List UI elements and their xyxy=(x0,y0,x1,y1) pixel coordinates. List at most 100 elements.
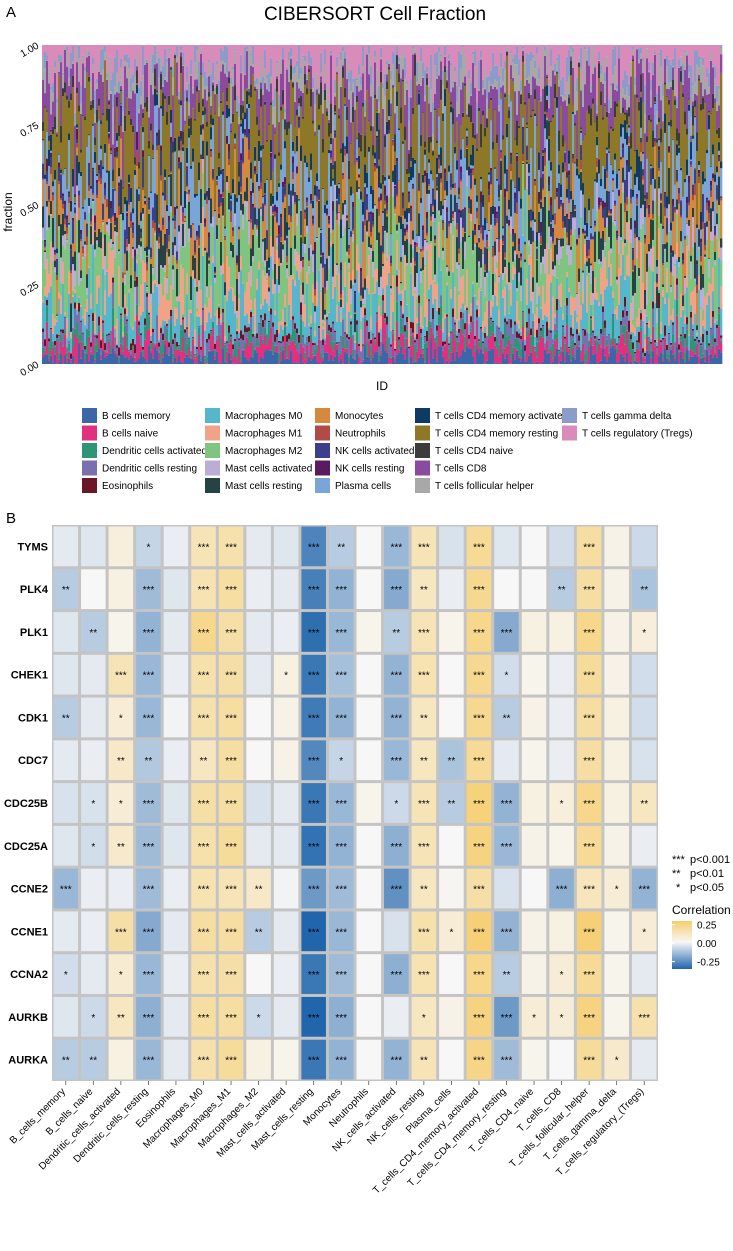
stacked-bar-segment xyxy=(426,45,429,67)
stacked-bar-segment xyxy=(112,144,115,170)
stacked-bar-segment xyxy=(312,219,315,224)
stacked-bar-segment xyxy=(432,332,435,335)
stacked-bar-segment xyxy=(406,346,409,364)
stacked-bar-segment xyxy=(74,196,77,203)
stacked-bar-segment xyxy=(230,336,233,338)
stacked-bar-segment xyxy=(190,75,193,119)
stacked-bar-segment xyxy=(144,102,147,108)
stacked-bar-segment xyxy=(320,358,323,364)
stacked-bar-segment xyxy=(140,284,143,316)
stacked-bar-segment xyxy=(78,45,81,46)
stacked-bar-segment xyxy=(462,269,465,270)
stacked-bar-segment xyxy=(460,45,463,54)
stacked-bar-segment xyxy=(478,347,481,354)
stacked-bar-segment xyxy=(110,91,113,94)
stacked-bar-segment xyxy=(328,223,331,225)
stacked-bar-segment xyxy=(306,167,309,198)
stacked-bar-segment xyxy=(176,57,179,63)
stacked-bar-segment xyxy=(404,256,407,290)
stacked-bar-segment xyxy=(362,306,365,318)
stacked-bar-segment xyxy=(416,339,419,349)
stacked-bar-segment xyxy=(474,50,477,67)
stacked-bar-segment xyxy=(280,321,283,326)
stacked-bar-segment xyxy=(142,112,145,118)
stacked-bar-segment xyxy=(494,255,497,274)
stacked-bar-segment xyxy=(314,253,317,290)
stacked-bar-segment xyxy=(330,354,333,364)
stacked-bar-segment xyxy=(368,146,371,152)
stacked-bar-segment xyxy=(338,352,341,356)
stacked-bar-segment xyxy=(84,219,87,242)
stacked-bar-segment xyxy=(172,245,175,256)
stacked-bar-segment xyxy=(182,131,185,145)
stacked-bar-segment xyxy=(342,51,345,66)
stacked-bar-segment xyxy=(160,105,163,109)
stacked-bar-segment xyxy=(248,271,251,324)
stacked-bar-segment xyxy=(270,57,273,78)
stacked-bar-segment xyxy=(84,116,87,121)
stacked-bar-segment xyxy=(244,47,247,75)
stacked-bar-segment xyxy=(308,357,311,364)
stacked-bar-segment xyxy=(374,208,377,270)
stacked-bar-segment xyxy=(296,252,299,271)
stacked-bar-segment xyxy=(250,178,253,191)
stacked-bar-segment xyxy=(154,88,157,106)
stacked-bar-segment xyxy=(480,327,483,329)
stacked-bar-segment xyxy=(266,141,269,180)
stacked-bar-segment xyxy=(116,345,119,348)
stacked-bar-segment xyxy=(132,233,135,239)
stacked-bar-segment xyxy=(114,147,117,158)
stacked-bar-segment xyxy=(42,56,45,58)
stacked-bar-segment xyxy=(220,48,223,61)
stacked-bar-segment xyxy=(256,228,259,230)
stacked-bar-segment xyxy=(258,136,261,141)
stacked-bar-segment xyxy=(58,153,61,155)
stacked-bar-segment xyxy=(482,110,485,116)
stacked-bar-segment xyxy=(198,89,201,90)
stacked-bar-segment xyxy=(428,244,431,290)
stacked-bar-segment xyxy=(252,256,255,262)
stacked-bar-segment xyxy=(384,254,387,313)
stacked-bar-segment xyxy=(152,267,155,275)
stacked-bar-segment xyxy=(42,121,45,132)
stacked-bar-segment xyxy=(332,341,335,352)
stacked-bar-segment xyxy=(394,350,397,358)
stacked-bar-segment xyxy=(388,115,391,121)
stacked-bar-segment xyxy=(48,227,51,275)
stacked-bar-segment xyxy=(238,176,241,182)
stacked-bar-segment xyxy=(426,72,429,74)
stacked-bar-segment xyxy=(120,353,123,364)
stacked-bar-segment xyxy=(468,314,471,325)
stacked-bar-segment xyxy=(58,334,61,336)
stacked-bar-segment xyxy=(286,45,289,68)
stacked-bar-segment xyxy=(196,45,199,46)
stacked-bar-segment xyxy=(104,350,107,352)
stacked-bar-segment xyxy=(396,275,399,287)
stacked-bar-segment xyxy=(70,93,73,101)
stacked-bar-segment xyxy=(234,85,237,101)
stacked-bar-segment xyxy=(336,213,339,221)
stacked-bar-segment xyxy=(386,89,389,122)
stacked-bar-segment xyxy=(50,200,53,215)
stacked-bar-segment xyxy=(432,151,435,156)
stacked-bar-segment xyxy=(92,169,95,194)
stacked-bar-segment xyxy=(168,220,171,236)
stacked-bar-segment xyxy=(302,260,305,268)
stacked-bar-segment xyxy=(136,166,139,190)
stacked-bar-segment xyxy=(330,55,333,104)
stacked-bar-segment xyxy=(380,200,383,246)
stacked-bar-segment xyxy=(226,143,229,145)
stacked-bar-segment xyxy=(194,46,197,63)
stacked-bar-segment xyxy=(178,349,181,356)
stacked-bar-segment xyxy=(394,358,397,363)
stacked-bar-segment xyxy=(58,362,61,364)
stacked-bar-segment xyxy=(498,200,501,207)
stacked-bar-segment xyxy=(388,45,391,60)
stacked-bar-segment xyxy=(264,205,267,238)
stacked-bar-segment xyxy=(416,104,419,235)
stacked-bar-segment xyxy=(314,131,317,135)
stacked-bar-segment xyxy=(240,255,243,271)
stacked-bar-segment xyxy=(332,138,335,165)
stacked-bar-segment xyxy=(178,103,181,104)
stacked-bar-segment xyxy=(442,208,445,221)
